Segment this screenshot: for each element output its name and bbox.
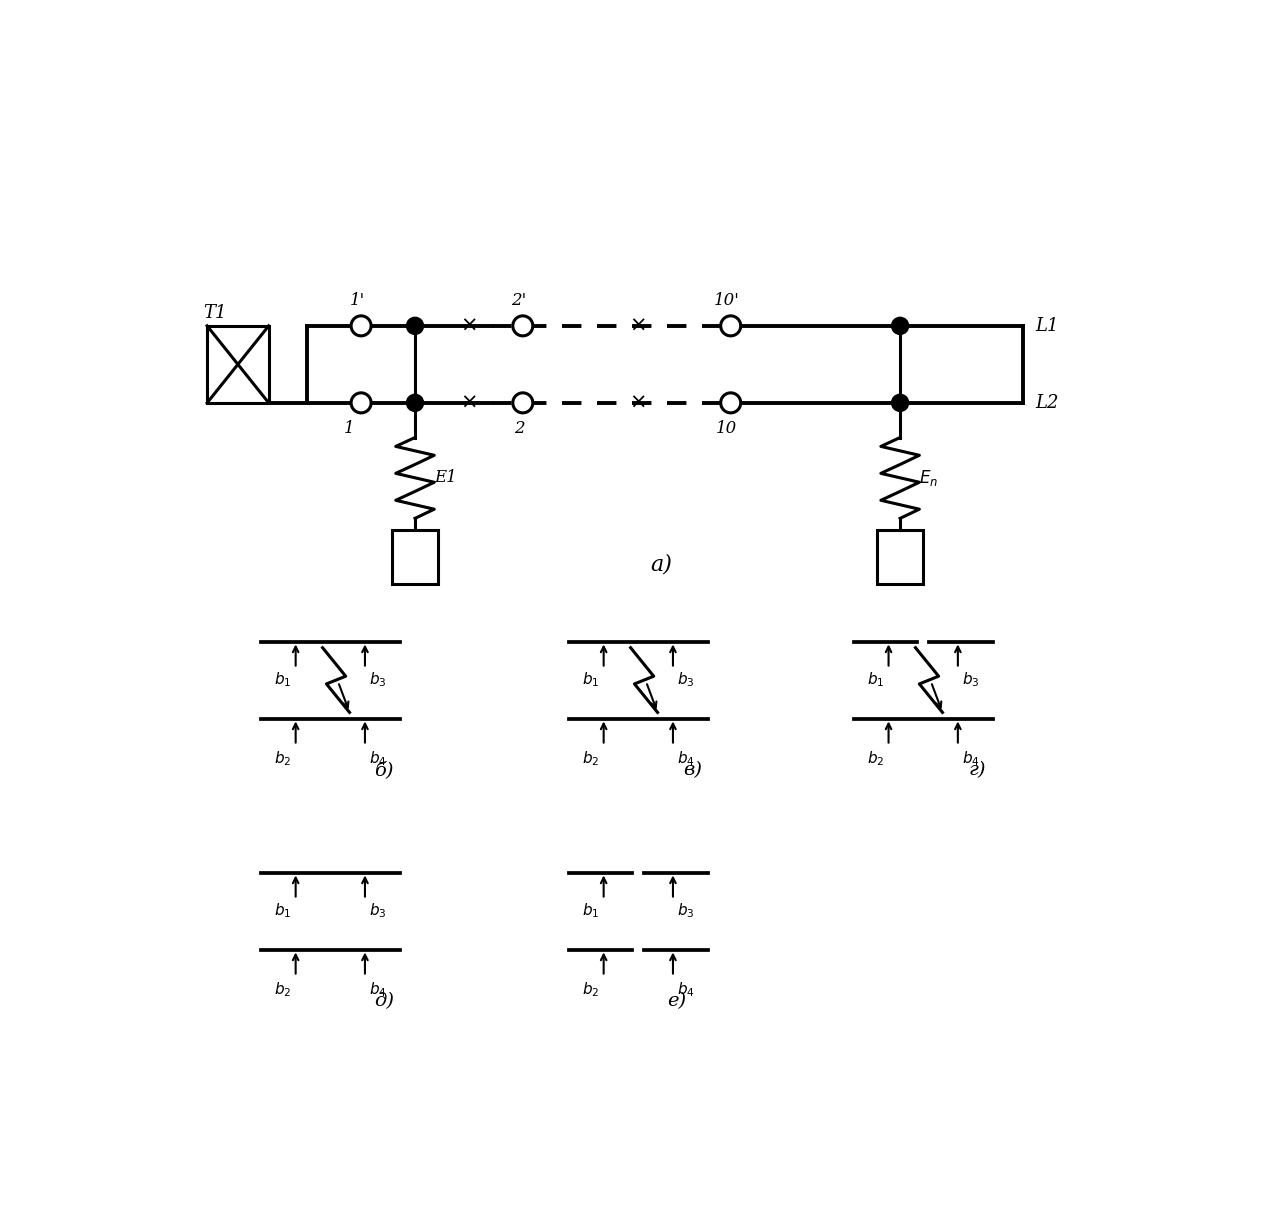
Text: $b_4$: $b_4$ <box>676 981 694 999</box>
Text: ×: × <box>461 316 477 336</box>
Text: $b_4$: $b_4$ <box>369 749 386 768</box>
Text: 2': 2' <box>511 291 526 308</box>
Text: г): г) <box>968 761 986 779</box>
Bar <box>392 529 438 584</box>
Text: в): в) <box>683 761 702 779</box>
Text: а): а) <box>650 554 673 575</box>
Text: д): д) <box>375 992 394 1010</box>
Text: $E_n$: $E_n$ <box>919 467 939 488</box>
Text: $b_3$: $b_3$ <box>369 902 386 920</box>
Text: 2: 2 <box>514 420 524 437</box>
Text: $b_2$: $b_2$ <box>867 749 885 768</box>
Text: $b_1$: $b_1$ <box>582 902 599 920</box>
Text: $b_2$: $b_2$ <box>583 981 599 999</box>
Text: $b_3$: $b_3$ <box>676 670 694 690</box>
Text: ×: × <box>630 393 647 413</box>
Text: $b_2$: $b_2$ <box>583 749 599 768</box>
Circle shape <box>351 393 371 413</box>
Text: $b_2$: $b_2$ <box>274 749 292 768</box>
Bar <box>877 529 924 584</box>
Text: $b_1$: $b_1$ <box>582 670 599 690</box>
Text: L1: L1 <box>1035 317 1059 335</box>
Circle shape <box>721 393 741 413</box>
Circle shape <box>351 316 371 336</box>
Circle shape <box>892 318 907 334</box>
Circle shape <box>512 316 533 336</box>
Circle shape <box>892 396 907 410</box>
Text: $b_3$: $b_3$ <box>369 670 386 690</box>
Text: $b_2$: $b_2$ <box>274 981 292 999</box>
Text: 10: 10 <box>717 420 737 437</box>
Text: L2: L2 <box>1035 393 1059 412</box>
Bar <box>207 325 269 403</box>
Text: ×: × <box>461 393 477 413</box>
Text: E1: E1 <box>434 470 457 487</box>
Text: $b_3$: $b_3$ <box>676 902 694 920</box>
Text: $b_3$: $b_3$ <box>962 670 979 690</box>
Text: б): б) <box>375 761 394 779</box>
Text: $b_1$: $b_1$ <box>867 670 885 690</box>
Text: $b_4$: $b_4$ <box>962 749 979 768</box>
Text: 1: 1 <box>345 420 355 437</box>
Circle shape <box>512 393 533 413</box>
Text: $b_4$: $b_4$ <box>676 749 694 768</box>
Text: $b_1$: $b_1$ <box>274 670 292 690</box>
Text: $b_1$: $b_1$ <box>274 902 292 920</box>
Text: ×: × <box>630 316 647 336</box>
Text: T1: T1 <box>203 304 227 322</box>
Text: $b_4$: $b_4$ <box>369 981 386 999</box>
Text: 10': 10' <box>714 291 740 308</box>
Circle shape <box>408 318 423 334</box>
Circle shape <box>408 396 423 410</box>
Text: 1': 1' <box>350 291 365 308</box>
Text: е): е) <box>668 992 687 1010</box>
Circle shape <box>721 316 741 336</box>
